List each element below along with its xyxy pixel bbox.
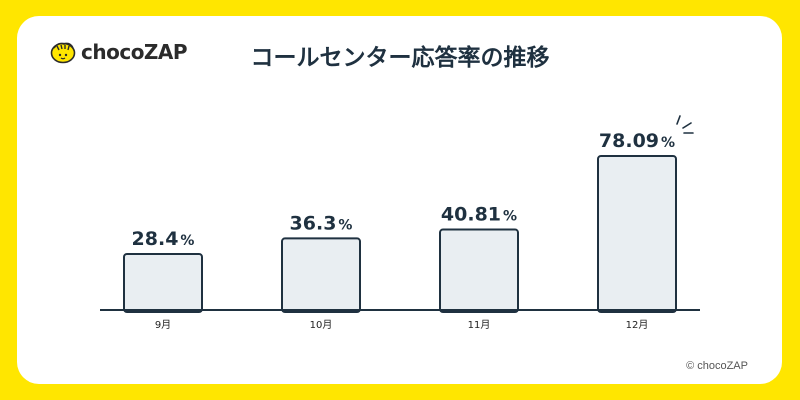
x-tick-label-4: 12月 (626, 319, 649, 331)
x-tick-label-3: 11月 (468, 319, 491, 331)
data-label-4: 78.09% (599, 130, 675, 152)
brand-name: chocoZAP (81, 40, 188, 64)
x-tick-label-1: 9月 (155, 319, 171, 331)
brand-logo: chocoZAP (50, 40, 188, 64)
bar-3 (439, 228, 519, 313)
x-tick-label-2: 10月 (310, 319, 333, 331)
bar-1 (123, 252, 203, 313)
bar-2 (281, 237, 361, 314)
highlight-accent-1 (676, 115, 681, 125)
highlight-accent-2 (682, 122, 692, 129)
data-label-3: 40.81% (441, 204, 517, 226)
chocozap-mascot-icon (50, 42, 76, 64)
chart-title: コールセンター応答率の推移 (250, 45, 550, 71)
data-label-2: 36.3% (290, 212, 353, 234)
data-label-1: 28.4% (132, 228, 195, 250)
copyright-text: © chocoZAP (686, 360, 748, 372)
bar-4 (597, 155, 677, 313)
